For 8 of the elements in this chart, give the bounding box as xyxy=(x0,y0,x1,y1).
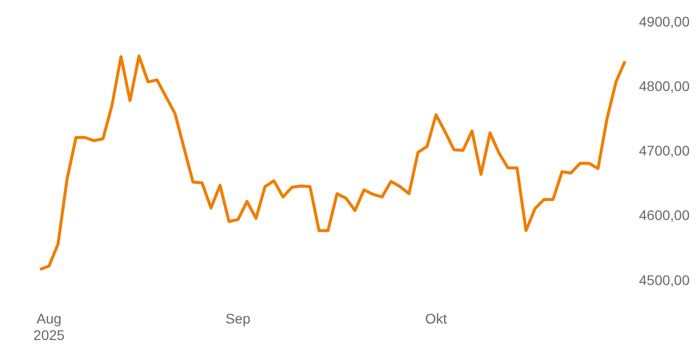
x-tick-label: Okt xyxy=(425,310,447,326)
y-tick-label: 4700,00 xyxy=(639,142,690,159)
x-tick-label: Sep xyxy=(226,310,251,326)
y-tick-label: 4600,00 xyxy=(639,207,690,224)
x-tick-label: Aug 2025 xyxy=(33,310,65,344)
y-tick-label: 4900,00 xyxy=(639,13,690,30)
y-tick-label: 4500,00 xyxy=(639,272,690,288)
y-tick-label: 4800,00 xyxy=(639,78,690,94)
